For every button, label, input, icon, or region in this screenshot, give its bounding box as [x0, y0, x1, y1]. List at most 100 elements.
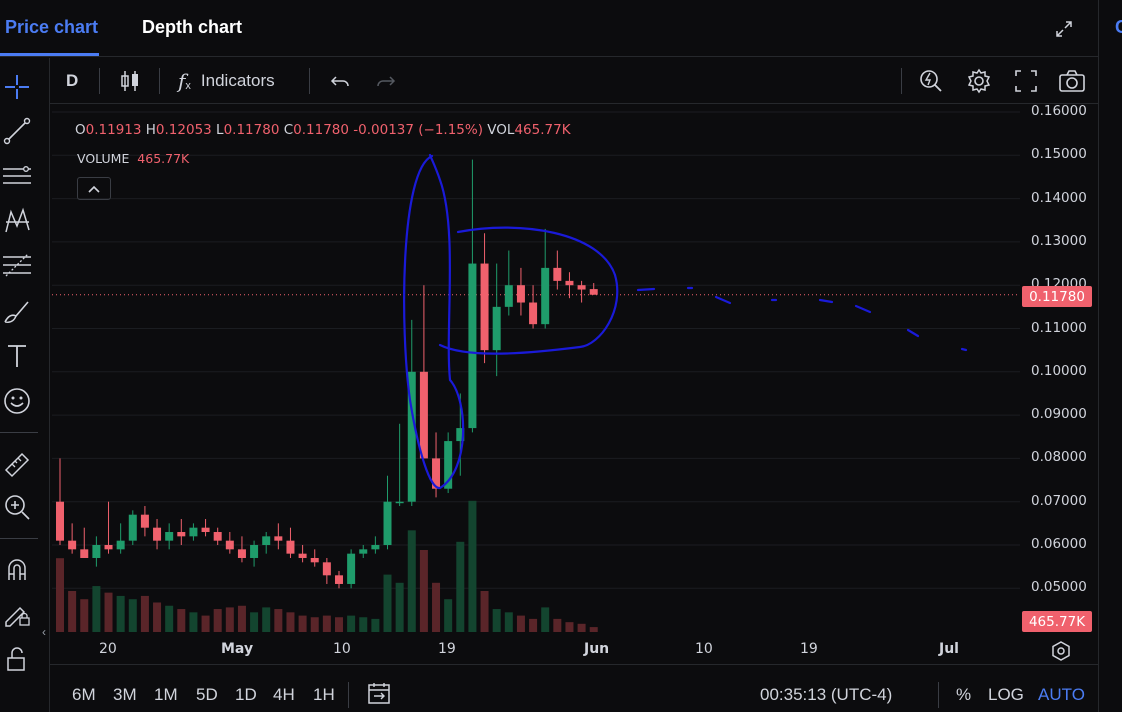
clock-timezone[interactable]: 00:35:13 (UTC-4): [760, 685, 893, 704]
camera-icon[interactable]: [1058, 68, 1086, 94]
volume-value: 465.77K: [137, 151, 190, 166]
active-tab-indicator: [0, 53, 99, 56]
expand-icon[interactable]: [1055, 20, 1073, 38]
collapse-toolbar-arrow[interactable]: ‹: [42, 625, 46, 639]
range-4h[interactable]: 4H: [273, 685, 295, 704]
range-5d[interactable]: 5D: [196, 685, 218, 704]
chart-tab-bar: Price chart Depth chart: [0, 0, 1098, 57]
candle-body: [116, 540, 125, 550]
open-value: 0.11913: [85, 122, 142, 138]
price-axis-label: 0.14000: [1031, 189, 1087, 206]
candle-body: [189, 527, 198, 537]
auto-scale-toggle[interactable]: AUTO: [1038, 685, 1085, 704]
price-axis-label: 0.05000: [1031, 579, 1087, 596]
brush-icon[interactable]: [2, 296, 32, 326]
close-label: C: [283, 122, 294, 138]
right-panel-edge: C: [1098, 0, 1122, 712]
range-3m[interactable]: 3M: [113, 685, 137, 704]
trend-line-icon[interactable]: [2, 116, 32, 146]
low-value: 0.11780: [223, 122, 280, 138]
candle-type-icon[interactable]: [118, 68, 142, 94]
date-range-icon[interactable]: [366, 680, 392, 706]
horizontal-lines-icon[interactable]: [2, 161, 32, 191]
high-value: 0.12053: [155, 122, 212, 138]
price-axis-label: 0.07000: [1031, 492, 1087, 509]
candle-body: [250, 545, 259, 558]
range-1d[interactable]: 1D: [235, 685, 257, 704]
range-1h[interactable]: 1H: [313, 685, 335, 704]
undo-icon[interactable]: [330, 68, 350, 94]
volume-bar: [347, 615, 356, 632]
interval-button[interactable]: D: [66, 71, 79, 90]
time-axis-label: Jul: [939, 641, 959, 657]
candle-body: [516, 285, 525, 303]
volume-bar: [444, 599, 453, 632]
fibonacci-icon[interactable]: [2, 251, 32, 281]
range-1m[interactable]: 1M: [154, 685, 178, 704]
right-panel-tab[interactable]: C: [1115, 17, 1122, 37]
redo-icon[interactable]: [376, 68, 396, 94]
annotation-loop-stroke: [438, 226, 619, 355]
lock-drawing-icon[interactable]: [2, 598, 32, 628]
volume-tag: 465.77K: [1022, 611, 1092, 632]
candle-body: [468, 263, 477, 429]
time-axis-label: 19: [438, 641, 456, 657]
pattern-icon[interactable]: [2, 206, 32, 236]
settings-gear-icon[interactable]: [966, 68, 992, 94]
tool-divider: [0, 538, 38, 539]
candle-body: [444, 441, 453, 489]
volume-bar: [225, 607, 234, 632]
time-axis-label: May: [221, 641, 254, 657]
magnet-icon[interactable]: [2, 554, 32, 584]
candle-body: [541, 267, 550, 325]
unlock-icon[interactable]: [2, 644, 32, 674]
axis-settings-icon[interactable]: [1050, 640, 1072, 662]
volume-bar: [80, 599, 89, 632]
function-icon: f: [178, 69, 186, 93]
log-toggle[interactable]: LOG: [988, 685, 1024, 704]
candle-body: [334, 575, 343, 584]
volume-bar: [541, 607, 550, 632]
tab-price-chart[interactable]: Price chart: [5, 17, 99, 37]
volume-bar: [565, 622, 574, 632]
price-axis-label: 0.09000: [1031, 406, 1087, 423]
time-axis-label: 10: [695, 641, 713, 657]
zoom-in-icon[interactable]: [2, 492, 32, 522]
function-icon-sub: x: [185, 80, 191, 92]
volume-label: VOLUME: [77, 151, 130, 166]
candle-body: [553, 267, 562, 281]
volume-bar: [165, 605, 174, 632]
toolbar-divider: [901, 68, 902, 94]
volume-bar: [189, 612, 198, 632]
emoji-icon[interactable]: [2, 386, 32, 416]
annotation-dash: [714, 295, 732, 305]
volume-bar: [274, 609, 283, 632]
open-label: O: [75, 122, 86, 138]
price-axis-label: 0.11000: [1031, 319, 1087, 336]
percent-toggle[interactable]: %: [956, 685, 972, 704]
ruler-icon[interactable]: [2, 448, 32, 478]
candle-body: [310, 557, 319, 563]
candle-body: [577, 285, 586, 290]
tool-divider: [0, 432, 38, 433]
quick-search-icon[interactable]: [918, 68, 944, 94]
volume-bar: [310, 617, 319, 632]
candle-body: [225, 540, 234, 550]
tab-depth-chart[interactable]: Depth chart: [142, 17, 243, 37]
text-tool-icon[interactable]: [2, 341, 32, 371]
crosshair-icon[interactable]: [2, 72, 32, 102]
range-6m[interactable]: 6M: [72, 685, 96, 704]
drawing-toolbar: [0, 58, 50, 712]
candle-body: [128, 514, 137, 541]
collapse-legend-button[interactable]: [77, 177, 111, 200]
volume-bar: [116, 595, 125, 632]
fullscreen-icon[interactable]: [1014, 68, 1038, 94]
time-axis-label: Jun: [584, 641, 610, 657]
low-label: L: [216, 122, 224, 138]
candle-body: [322, 562, 331, 576]
candle-body: [492, 306, 501, 351]
candle-body: [92, 545, 101, 558]
